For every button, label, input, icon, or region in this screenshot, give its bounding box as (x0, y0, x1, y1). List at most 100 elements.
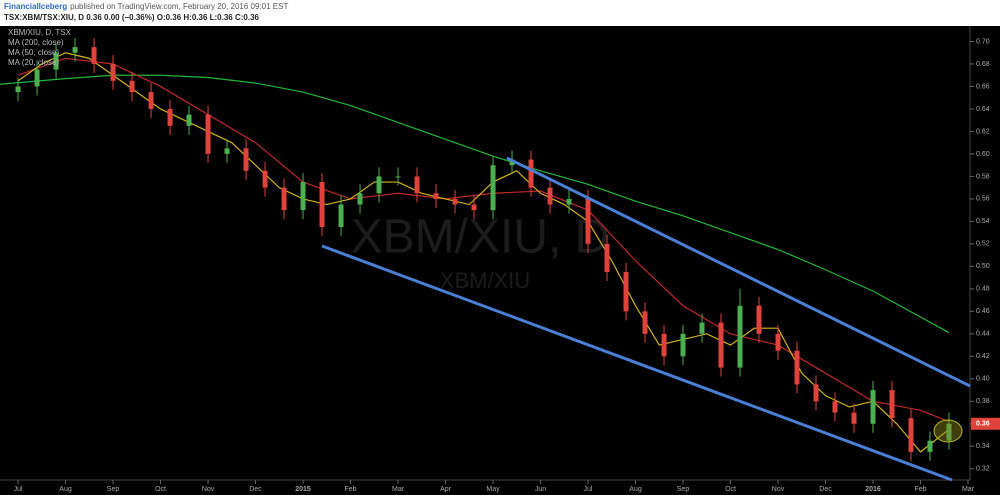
last-price-box (971, 417, 1000, 430)
x-tick-label: Dec (249, 486, 262, 493)
plot-bg (0, 26, 1000, 495)
header-bg (0, 0, 1000, 26)
candle-body (205, 114, 211, 154)
x-tick-label: 2016 (865, 486, 881, 493)
x-tick-label: Oct (725, 486, 736, 493)
y-tick-label: 0.60 (976, 151, 990, 158)
x-tick-label: Dec (819, 486, 832, 493)
y-tick-label: 0.38 (976, 398, 990, 405)
y-tick-label: 0.40 (976, 376, 990, 383)
candle-body (680, 333, 686, 357)
candle-body (699, 322, 705, 334)
candle-body (623, 271, 629, 312)
y-tick-label: 0.64 (976, 106, 990, 113)
candle-body (642, 311, 648, 334)
candle-body (72, 47, 78, 53)
candle-body (775, 333, 781, 351)
candle-body (718, 322, 724, 368)
candle-body (927, 440, 933, 452)
candle-body (148, 92, 154, 109)
candle-body (91, 47, 97, 64)
y-tick-label: 0.68 (976, 61, 990, 68)
candle-body (832, 401, 838, 413)
candle-body (908, 418, 914, 452)
candle-body (110, 63, 116, 81)
x-tick-label: Mar (392, 486, 405, 493)
candle-body (186, 114, 192, 126)
candle-body (889, 390, 895, 419)
candle-body (300, 182, 306, 211)
watermark-sub: XBM/XIU (440, 268, 530, 293)
x-tick-label: May (486, 486, 500, 493)
x-tick-label: Jul (584, 486, 593, 493)
x-tick-label: Jun (535, 486, 546, 493)
candle-body (224, 148, 230, 154)
last-price-label: 0.36 (976, 421, 990, 428)
y-tick-label: 0.56 (976, 196, 990, 203)
x-tick-label: Aug (59, 486, 72, 493)
y-tick-label: 0.46 (976, 308, 990, 315)
highlight-ellipse (933, 419, 963, 443)
candle-body (281, 187, 287, 211)
x-tick-label: Sep (107, 486, 120, 493)
watermark: XBM/XIU, D (351, 211, 610, 264)
legend-entry: MA (50, close) (8, 48, 59, 57)
candle-body (604, 243, 610, 272)
x-tick-label: Feb (345, 486, 357, 493)
y-tick-label: 0.48 (976, 286, 990, 293)
candle-body (414, 176, 420, 194)
candle-body (452, 198, 458, 205)
x-tick-label: Mar (962, 486, 975, 493)
candle-body (851, 412, 857, 424)
y-tick-label: 0.70 (976, 38, 990, 45)
candle-body (243, 148, 249, 171)
candle-body (319, 182, 325, 228)
candle-body (338, 204, 344, 228)
candle-body (376, 176, 382, 194)
candle-body (490, 165, 496, 211)
author[interactable]: FinancialIceberg (4, 2, 67, 11)
candle-body (547, 187, 553, 205)
candle-body (794, 350, 800, 385)
ma-line (0, 74, 950, 334)
candle-body (357, 193, 363, 205)
header-line: FinancialIceberg published on TradingView… (4, 2, 288, 11)
candle-body (167, 108, 173, 126)
x-tick-label: Jul (14, 486, 23, 493)
y-tick-label: 0.34 (976, 443, 990, 450)
candle-body (509, 159, 515, 166)
candle-body (870, 390, 876, 424)
y-tick-label: 0.58 (976, 173, 990, 180)
legend-entry: MA (20, close) (8, 58, 59, 67)
x-tick-label: Nov (202, 486, 215, 493)
y-tick-label: 0.54 (976, 218, 990, 225)
candle-body (471, 204, 477, 211)
x-tick-label: Feb (914, 486, 926, 493)
y-tick-label: 0.66 (976, 83, 990, 90)
candle-body (34, 69, 40, 87)
y-tick-label: 0.44 (976, 331, 990, 338)
x-tick-label: Oct (155, 486, 166, 493)
x-tick-label: Aug (629, 486, 642, 493)
x-tick-label: Nov (772, 486, 785, 493)
candle-body (813, 384, 819, 402)
y-tick-label: 0.50 (976, 263, 990, 270)
legend-entry: MA (200, close) (8, 38, 64, 47)
candle-body (528, 159, 534, 188)
trend-line-upper (506, 156, 971, 388)
candle-body (946, 423, 952, 441)
x-tick-label: Sep (677, 486, 690, 493)
legend: MA (200, close)MA (50, close)MA (20, clo… (8, 38, 64, 67)
y-tick-label: 0.42 (976, 353, 990, 360)
x-tick-label: Apr (440, 486, 452, 493)
candle-body (737, 305, 743, 368)
candle-body (433, 193, 439, 199)
candle-body (15, 86, 21, 93)
y-tick-label: 0.62 (976, 128, 990, 135)
y-tick-label: 0.52 (976, 241, 990, 248)
quote-line: TSX:XBM/TSX:XIU, D 0.36 0.00 (−0.36%) O:… (4, 13, 260, 22)
y-tick-label: 0.32 (976, 466, 990, 473)
candle-body (262, 170, 268, 188)
